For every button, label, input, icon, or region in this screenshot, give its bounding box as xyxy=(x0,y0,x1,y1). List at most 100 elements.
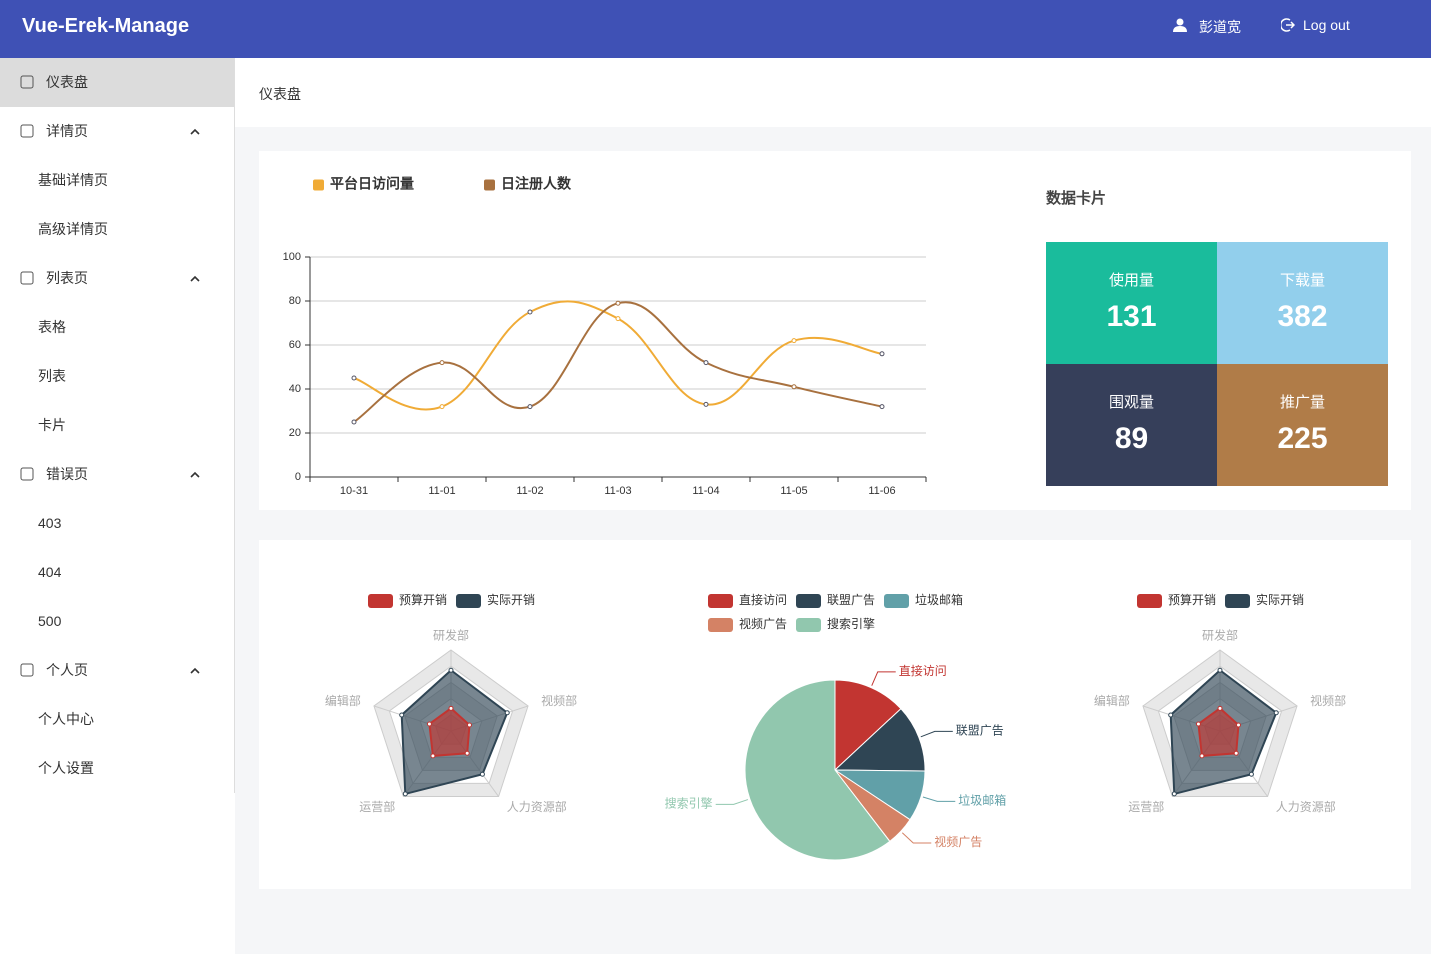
x-tick-label: 11-06 xyxy=(868,485,895,497)
menu-item[interactable]: 基础详情页 xyxy=(0,156,234,205)
data-card: 推广量 225 xyxy=(1217,364,1388,486)
pie-slice xyxy=(744,679,891,861)
legend-swatch xyxy=(796,618,821,632)
radar-point xyxy=(426,721,432,727)
y-tick-label: 100 xyxy=(283,251,301,263)
breadcrumb-bar: 仪表盘 xyxy=(235,58,1431,127)
legend-swatch xyxy=(884,594,909,608)
legend-label: 实际开销 xyxy=(487,592,535,607)
menu-item[interactable]: 卡片 xyxy=(0,401,234,450)
chevron xyxy=(190,667,200,674)
menu-item[interactable]: 列表页 xyxy=(0,254,234,303)
y-tick-label: 0 xyxy=(295,471,301,483)
slice-label: 联盟广告 xyxy=(956,724,1004,738)
radar-area xyxy=(1197,707,1240,757)
slice-label: 垃圾邮箱 xyxy=(958,793,1006,808)
indicator-label: 人力资源部 xyxy=(1276,799,1336,814)
menu-item[interactable]: 个人页 xyxy=(0,646,234,695)
point xyxy=(351,375,357,381)
indicator-label: 编辑部 xyxy=(325,693,361,708)
menu-label: 卡片 xyxy=(38,417,66,433)
legend-swatch xyxy=(796,594,821,608)
x-tick-label: 11-03 xyxy=(604,485,631,497)
menu-item[interactable]: 表格 xyxy=(0,303,234,352)
menu-item[interactable]: 详情页 xyxy=(0,107,234,156)
radar-point xyxy=(402,791,408,797)
radar-point xyxy=(399,712,405,718)
menu-icon xyxy=(20,467,34,481)
point xyxy=(615,300,621,306)
chevron xyxy=(190,471,200,478)
radar-point xyxy=(430,753,436,759)
menu-item[interactable]: 个人中心 xyxy=(0,695,234,744)
card-value: 225 xyxy=(1277,422,1328,455)
menu-label: 详情页 xyxy=(46,123,88,139)
data-card: 使用量 131 xyxy=(1046,242,1217,364)
menu-item[interactable]: 仪表盘 xyxy=(0,58,234,107)
x-tick-label: 10-31 xyxy=(340,485,368,497)
breadcrumb[interactable]: 仪表盘 xyxy=(259,86,301,102)
menu-item[interactable]: 404 xyxy=(0,548,234,597)
y-tick-label: 60 xyxy=(289,339,301,351)
legend-swatch xyxy=(368,594,393,608)
x-tick-label: 11-05 xyxy=(780,485,807,497)
slice-label: 视频广告 xyxy=(934,834,982,849)
x-tick-label: 11-04 xyxy=(692,485,719,497)
legend-swatch xyxy=(708,594,733,608)
menu-label: 403 xyxy=(38,515,62,531)
radar-point xyxy=(1195,721,1201,727)
indicator-label: 研发部 xyxy=(433,627,469,642)
menu-item[interactable]: 列表 xyxy=(0,352,234,401)
radar-point xyxy=(479,771,485,777)
point xyxy=(527,309,533,315)
indicator-label: 研发部 xyxy=(1202,627,1238,642)
slice-label: 直接访问 xyxy=(899,663,947,678)
logout[interactable]: Log out xyxy=(1303,17,1350,33)
menu-label: 表格 xyxy=(38,319,66,335)
legend-label: 直接访问 xyxy=(739,592,787,607)
card-label: 下载量 xyxy=(1279,272,1325,289)
point xyxy=(615,316,621,322)
legend-label: 预算开销 xyxy=(399,592,447,607)
header: Vue-Erek-Manage 彭道宽 Log out xyxy=(0,0,1431,58)
card-value: 131 xyxy=(1106,300,1157,333)
point xyxy=(439,404,445,410)
menu-item[interactable]: 403 xyxy=(0,499,234,548)
point xyxy=(527,404,533,410)
legend-swatch xyxy=(1225,594,1250,608)
point xyxy=(703,360,709,366)
legend-label: 垃圾邮箱 xyxy=(915,592,963,607)
indicator-label: 人力资源部 xyxy=(507,799,567,814)
app-title: Vue-Erek-Manage xyxy=(22,15,190,37)
logout-icon xyxy=(1281,18,1295,32)
menu-item[interactable]: 错误页 xyxy=(0,450,234,499)
user-name[interactable]: 彭道宽 xyxy=(1199,19,1241,35)
legend-label: 视频广告 xyxy=(739,616,787,631)
point xyxy=(791,384,797,390)
radar-point xyxy=(1171,791,1177,797)
x-tick-label: 11-01 xyxy=(428,485,455,497)
radar-point xyxy=(466,722,472,728)
y-tick-label: 40 xyxy=(289,383,301,395)
radar-point xyxy=(1233,750,1239,756)
menu-label: 500 xyxy=(38,613,62,629)
menu-label: 列表 xyxy=(38,368,66,384)
radar-point xyxy=(1248,771,1254,777)
radar-point xyxy=(464,750,470,756)
menu-item[interactable]: 高级详情页 xyxy=(0,205,234,254)
point xyxy=(439,360,445,366)
radar-area xyxy=(428,707,471,757)
point xyxy=(879,351,885,357)
leader-line xyxy=(920,730,953,738)
pie-slice xyxy=(833,707,926,772)
radar-point xyxy=(1168,712,1174,718)
leader-line xyxy=(922,796,956,802)
indicator-label: 运营部 xyxy=(1128,799,1164,814)
menu-icon xyxy=(20,75,34,89)
menu-item[interactable]: 个人设置 xyxy=(0,744,234,793)
chevron xyxy=(190,275,200,282)
legend-label: 预算开销 xyxy=(1168,592,1216,607)
menu-item[interactable]: 500 xyxy=(0,597,234,646)
menu-icon xyxy=(20,663,34,677)
radar-point xyxy=(1235,722,1241,728)
